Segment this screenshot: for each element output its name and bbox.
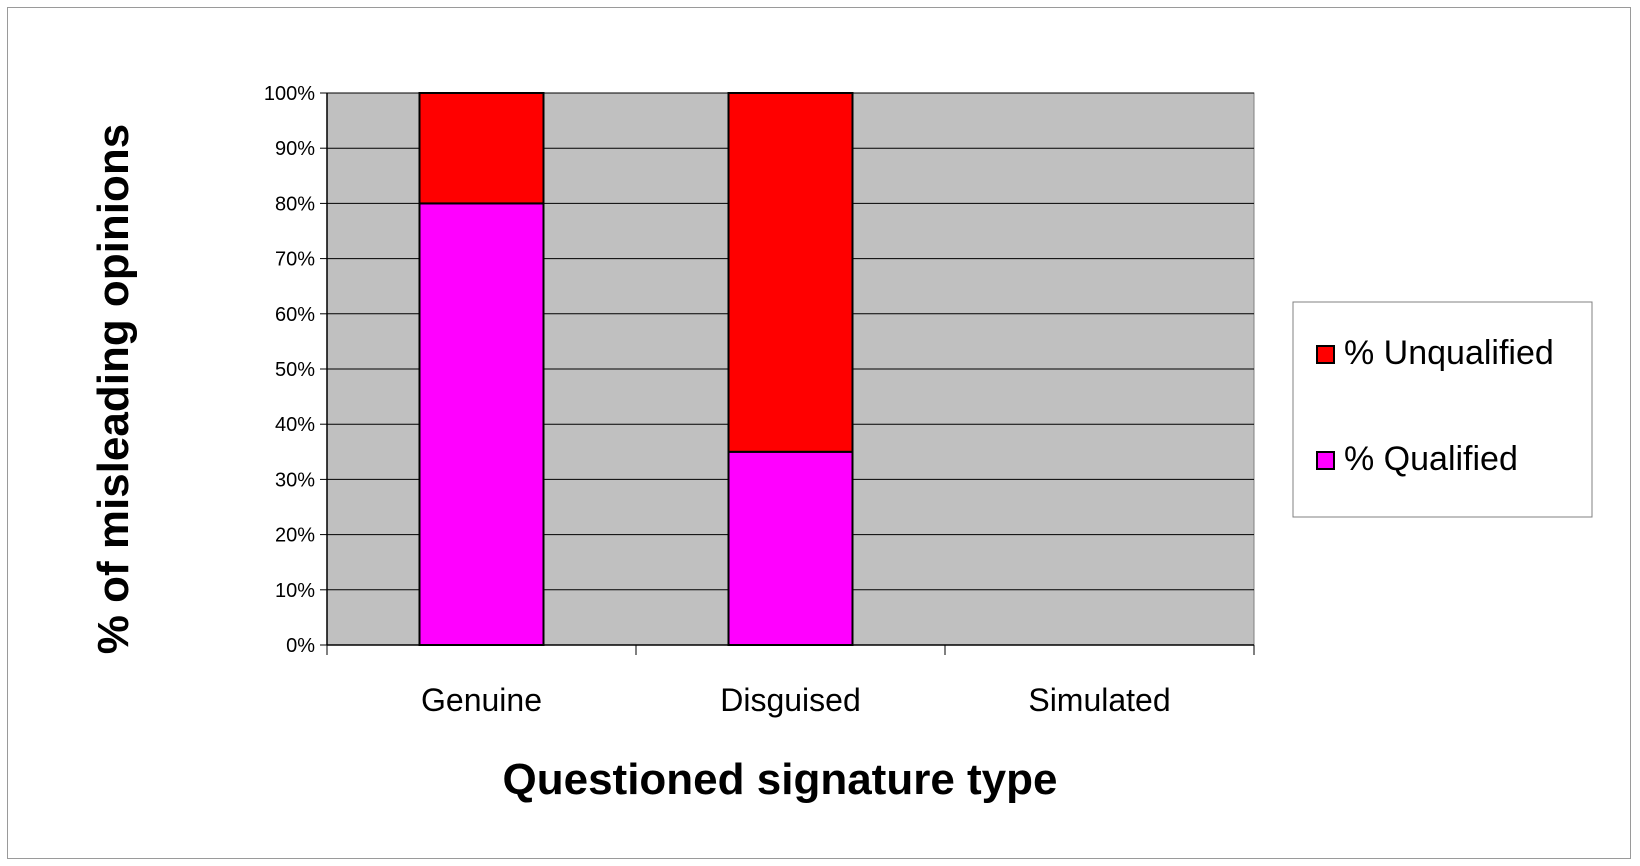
bar-segment xyxy=(727,92,854,453)
y-tick-label: 10% xyxy=(275,580,315,602)
y-tick-label: 30% xyxy=(275,469,315,491)
y-tick-label: 60% xyxy=(275,304,315,326)
y-tick-label: 80% xyxy=(275,193,315,215)
legend-swatch xyxy=(1316,345,1335,364)
legend: % Unqualified % Qualified xyxy=(1292,301,1593,518)
y-tick-label: 0% xyxy=(286,635,315,657)
y-tick-label: 100% xyxy=(264,83,315,105)
y-tick-label: 70% xyxy=(275,249,315,271)
y-tick-label: 90% xyxy=(275,138,315,160)
legend-label: % Unqualified xyxy=(1344,334,1554,372)
bar-segment xyxy=(418,92,545,205)
legend-box xyxy=(1292,301,1593,518)
y-axis: 0% 10% 20% 30% 40% 50% 60% 70% 80% 90% 100% xyxy=(264,83,327,657)
bar-segment xyxy=(727,450,854,646)
x-axis: Genuine Disguised Simulated xyxy=(326,645,1255,718)
x-category-label: Genuine xyxy=(421,682,542,718)
y-tick-label: 20% xyxy=(275,525,315,547)
legend-label: % Qualified xyxy=(1344,440,1518,478)
y-axis-title: % of misleading opinions xyxy=(89,124,138,654)
x-axis-title: Questioned signature type xyxy=(503,755,1058,804)
x-category-label: Disguised xyxy=(720,682,861,718)
legend-swatch xyxy=(1316,451,1335,470)
y-tick-label: 50% xyxy=(275,359,315,381)
plot-area xyxy=(326,92,1255,646)
bar-segment xyxy=(418,202,545,646)
y-tick-label: 40% xyxy=(275,414,315,436)
x-category-label: Simulated xyxy=(1028,682,1170,718)
